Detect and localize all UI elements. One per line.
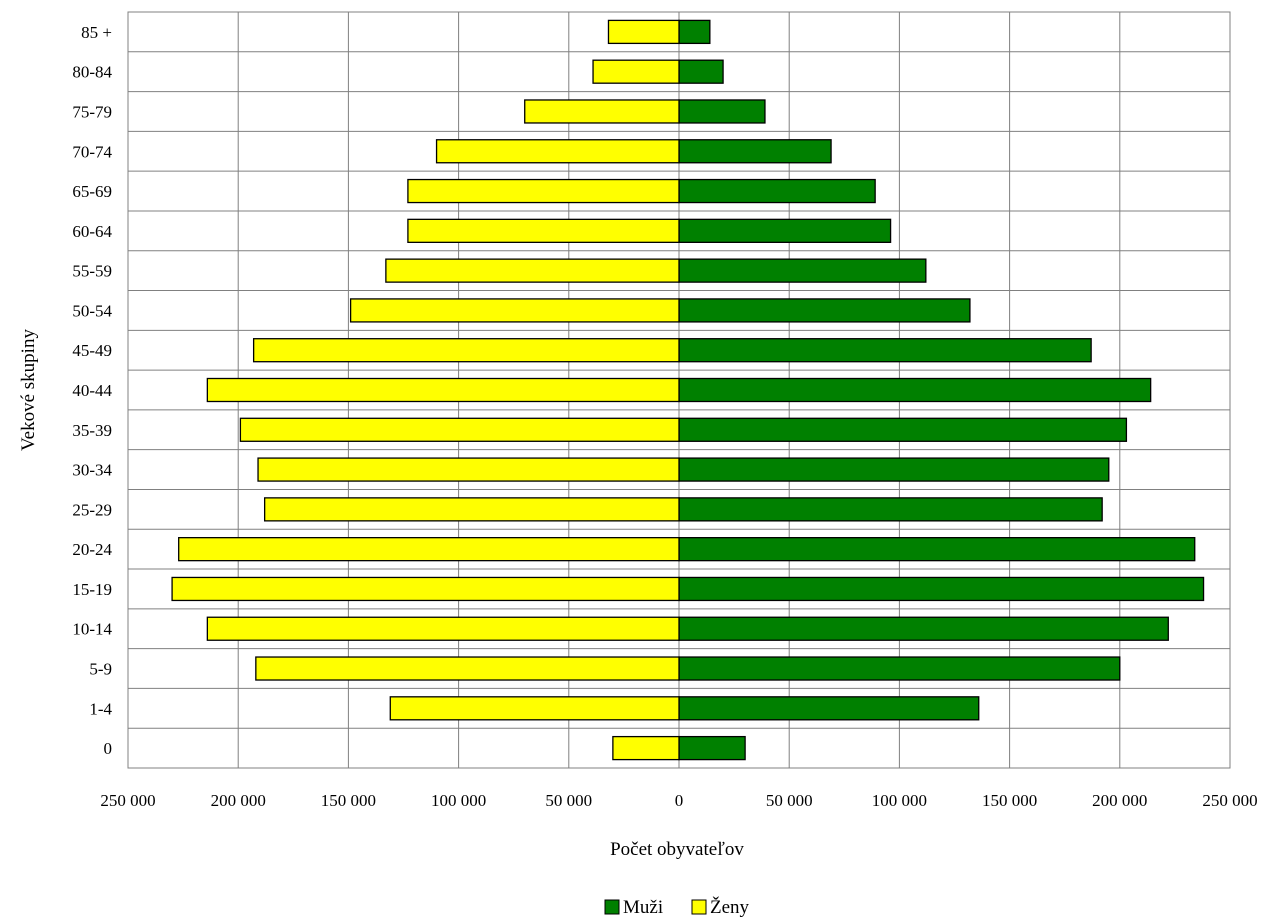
y-tick-label: 35-39 [72,421,112,440]
x-tick-label: 100 000 [872,791,927,810]
bar-zeny-70-74 [435,139,680,164]
y-tick-label: 60-64 [72,222,112,241]
bar-zeny-80-84 [592,59,680,84]
bar-zeny-75-79 [524,99,680,124]
y-tick-label: 55-59 [72,262,112,281]
x-tick-label: 250 000 [100,791,155,810]
y-tick-label: 30-34 [72,461,112,480]
bar-muzi-55-59 [678,258,927,283]
bar-zeny-20-24 [178,537,680,562]
y-tick-label: 85 + [81,23,112,42]
bar-zeny-10-14 [206,616,680,641]
y-tick-label: 15-19 [72,580,112,599]
y-tick-label: 40-44 [72,381,112,400]
x-tick-label: 50 000 [766,791,813,810]
x-tick-label: 200 000 [211,791,266,810]
bar-zeny-45-49 [252,338,680,363]
plot-border [127,11,1231,769]
bars [171,19,1205,761]
bar-muzi-45-49 [678,338,1092,363]
y-axis-title: Vekové skupiny [18,329,39,451]
bar-zeny-50-54 [349,298,680,323]
y-tick-label: 45-49 [72,341,112,360]
bar-zeny-65-69 [407,178,680,204]
legend-label-muzi: Muži [623,897,663,918]
legend: Muži Ženy [604,896,750,918]
bar-muzi-1-4 [678,696,980,721]
x-tick-label: 150 000 [982,791,1037,810]
bar-muzi-20-24 [678,537,1196,562]
y-tick-label: 50-54 [72,301,112,320]
bar-muzi-35-39 [678,417,1128,442]
bar-zeny-5-9 [255,656,680,681]
y-tick-label: 25-29 [72,500,112,519]
x-tick-label: 150 000 [321,791,376,810]
legend-swatch-zeny [691,899,707,915]
bar-muzi-65-69 [678,178,876,204]
bar-muzi-80-84 [678,59,724,84]
bar-muzi-30-34 [678,457,1110,482]
x-tick-labels: 250 000 200 000 150 000 100 000 50 000 0 50 00… [100,791,1257,810]
bar-zeny-1-4 [389,696,680,721]
bar-muzi-10-14 [678,616,1169,641]
y-tick-label: 65-69 [72,182,112,201]
bar-muzi-60-64 [678,218,892,243]
bar-zeny-40-44 [206,377,680,403]
y-tick-label: 5-9 [89,660,112,679]
bar-zeny-15-19 [171,576,680,602]
bar-zeny-30-34 [257,457,680,482]
bar-muzi-5-9 [678,656,1121,681]
y-tick-label: 75-79 [72,102,112,121]
bar-muzi-0 [678,735,746,761]
x-tick-label: 50 000 [545,791,592,810]
legend-swatch-muzi [604,899,620,915]
bar-muzi-85+ [678,19,711,45]
y-tick-label: 1-4 [89,699,112,718]
y-tick-label: 80-84 [72,63,112,82]
bar-muzi-70-74 [678,139,832,164]
y-tick-label: 70-74 [72,142,112,161]
bar-zeny-85+ [607,19,680,45]
x-tick-label: 250 000 [1202,791,1257,810]
bar-zeny-35-39 [239,417,680,442]
x-tick-label: 100 000 [431,791,486,810]
bar-zeny-60-64 [407,218,680,243]
x-axis-title: Počet obyvateľov [610,839,744,860]
y-tick-label: 10-14 [72,620,112,639]
bar-muzi-50-54 [678,298,971,323]
bar-zeny-55-59 [385,258,680,283]
y-tick-label: 0 [104,739,113,758]
bar-muzi-25-29 [678,497,1103,522]
bar-muzi-40-44 [678,377,1152,403]
legend-label-zeny: Ženy [710,896,750,918]
y-tick-label: 20-24 [72,540,112,559]
bar-zeny-0 [612,735,680,761]
y-tick-labels: 0 1-4 5-9 10-14 15-19 20-24 25-29 30-34 35-39 40-… [72,23,112,758]
x-tick-label: 200 000 [1092,791,1147,810]
bar-zeny-25-29 [263,497,680,522]
bar-muzi-75-79 [678,99,766,124]
bar-muzi-15-19 [678,576,1205,602]
x-tick-label: 0 [675,791,684,810]
